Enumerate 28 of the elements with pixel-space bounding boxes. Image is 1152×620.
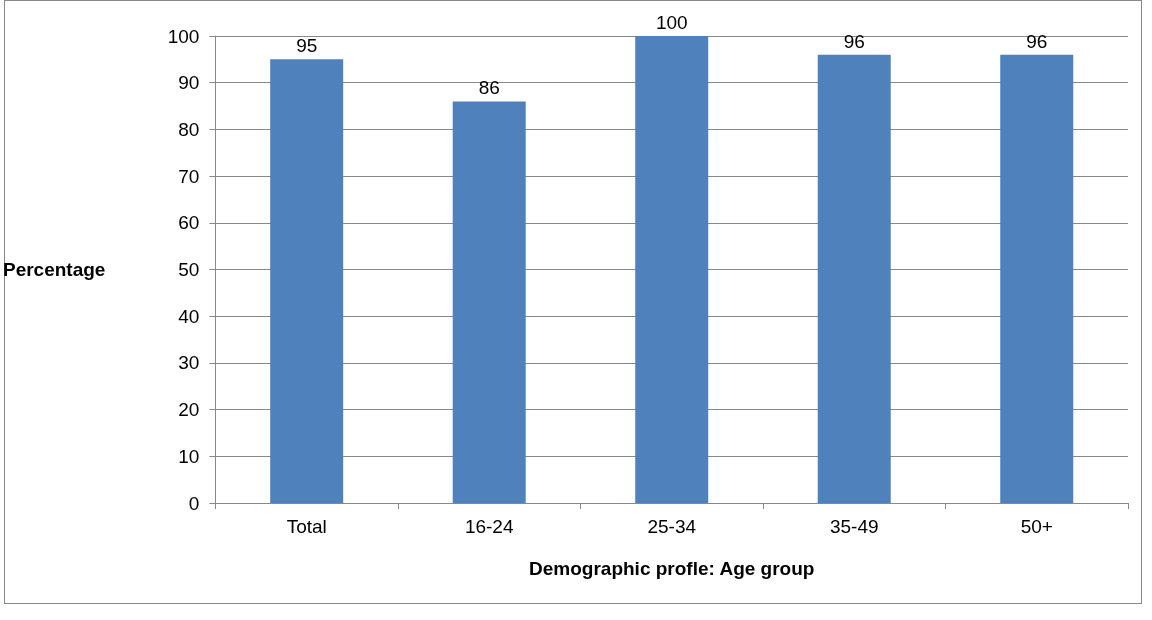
y-tick-label: 30 xyxy=(178,352,200,374)
data-label: 96 xyxy=(1026,30,1048,52)
y-tick-label: 60 xyxy=(178,212,200,234)
bar xyxy=(270,59,344,503)
bar xyxy=(452,101,526,503)
data-label: 100 xyxy=(655,12,688,33)
x-tick-label: 50+ xyxy=(1020,516,1053,537)
y-tick-label: 80 xyxy=(178,118,200,140)
x-tick-label: Total xyxy=(286,516,327,537)
x-tick-label: 35-49 xyxy=(829,516,879,537)
bar xyxy=(635,36,709,503)
y-tick-label: 50 xyxy=(178,259,200,280)
data-label: 86 xyxy=(478,77,500,99)
y-axis-title: Percentage xyxy=(2,259,106,280)
bar xyxy=(817,54,891,503)
y-tick-label: 90 xyxy=(178,72,200,94)
y-tick-label: 20 xyxy=(178,399,200,421)
bar xyxy=(1000,54,1074,503)
x-tick-label: 16-24 xyxy=(464,516,514,537)
data-label: 95 xyxy=(296,35,318,57)
y-tick-label: 0 xyxy=(188,492,200,514)
y-tick-label: 100 xyxy=(167,25,200,47)
y-tick-label: 10 xyxy=(178,445,200,467)
y-tick-label: 70 xyxy=(178,165,200,187)
y-tick-label: 40 xyxy=(178,305,200,327)
x-axis-title: Demographic profle: Age group xyxy=(529,558,815,579)
x-tick-label: 25-34 xyxy=(647,516,697,537)
data-label: 96 xyxy=(843,30,865,52)
